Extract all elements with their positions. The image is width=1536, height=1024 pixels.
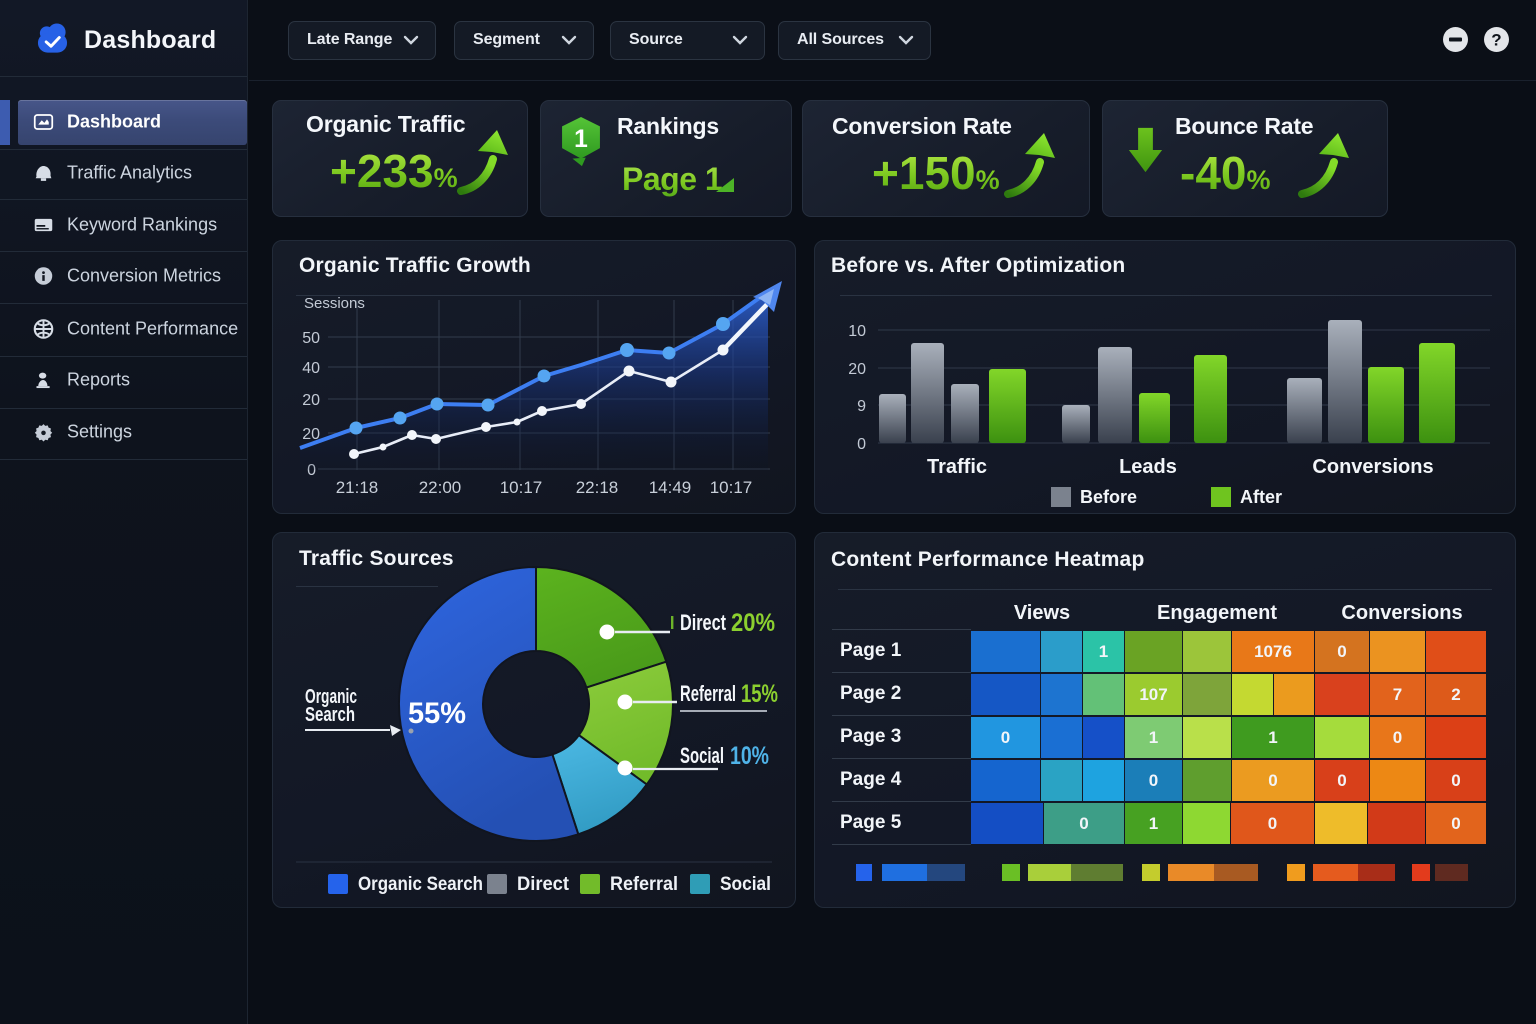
svg-text:10:17: 10:17 xyxy=(500,478,543,497)
svg-text:22:00: 22:00 xyxy=(419,478,462,497)
svg-text:Traffic: Traffic xyxy=(927,456,987,478)
svg-text:50: 50 xyxy=(302,330,320,347)
svg-text:10: 10 xyxy=(848,323,866,340)
svg-text:21:18: 21:18 xyxy=(336,478,379,497)
svg-text:Organic Search: Organic Search xyxy=(358,874,483,895)
svg-text:0: 0 xyxy=(307,462,316,479)
svg-text:0: 0 xyxy=(857,436,866,453)
svg-text:Referral: Referral xyxy=(610,874,678,895)
svg-text:Social: Social xyxy=(680,743,724,768)
svg-text:Referral: Referral xyxy=(680,681,736,706)
svg-text:Sessions: Sessions xyxy=(304,295,365,312)
svg-text:9: 9 xyxy=(857,398,866,415)
svg-text:Direct: Direct xyxy=(517,874,570,895)
svg-text:Social: Social xyxy=(720,874,771,895)
svg-text:After: After xyxy=(1240,487,1282,507)
svg-text:10%: 10% xyxy=(730,742,769,770)
svg-text:Conversions: Conversions xyxy=(1312,456,1433,478)
svg-text:Search: Search xyxy=(305,704,355,726)
svg-text:20: 20 xyxy=(302,426,320,443)
svg-text:22:18: 22:18 xyxy=(576,478,619,497)
svg-text:20: 20 xyxy=(848,361,866,378)
svg-text:20%: 20% xyxy=(731,609,775,637)
svg-text:15%: 15% xyxy=(741,680,778,708)
svg-text:Direct: Direct xyxy=(680,610,726,635)
svg-text:55%: 55% xyxy=(408,697,466,730)
svg-text:10:17: 10:17 xyxy=(710,478,753,497)
svg-text:Before: Before xyxy=(1080,487,1137,507)
svg-text:1: 1 xyxy=(574,126,588,153)
svg-text:Leads: Leads xyxy=(1119,456,1177,478)
svg-text:?: ? xyxy=(1491,31,1501,50)
svg-text:40: 40 xyxy=(302,360,320,377)
svg-text:14:49: 14:49 xyxy=(649,478,692,497)
svg-text:20: 20 xyxy=(302,392,320,409)
svg-text:Organic: Organic xyxy=(305,686,357,708)
